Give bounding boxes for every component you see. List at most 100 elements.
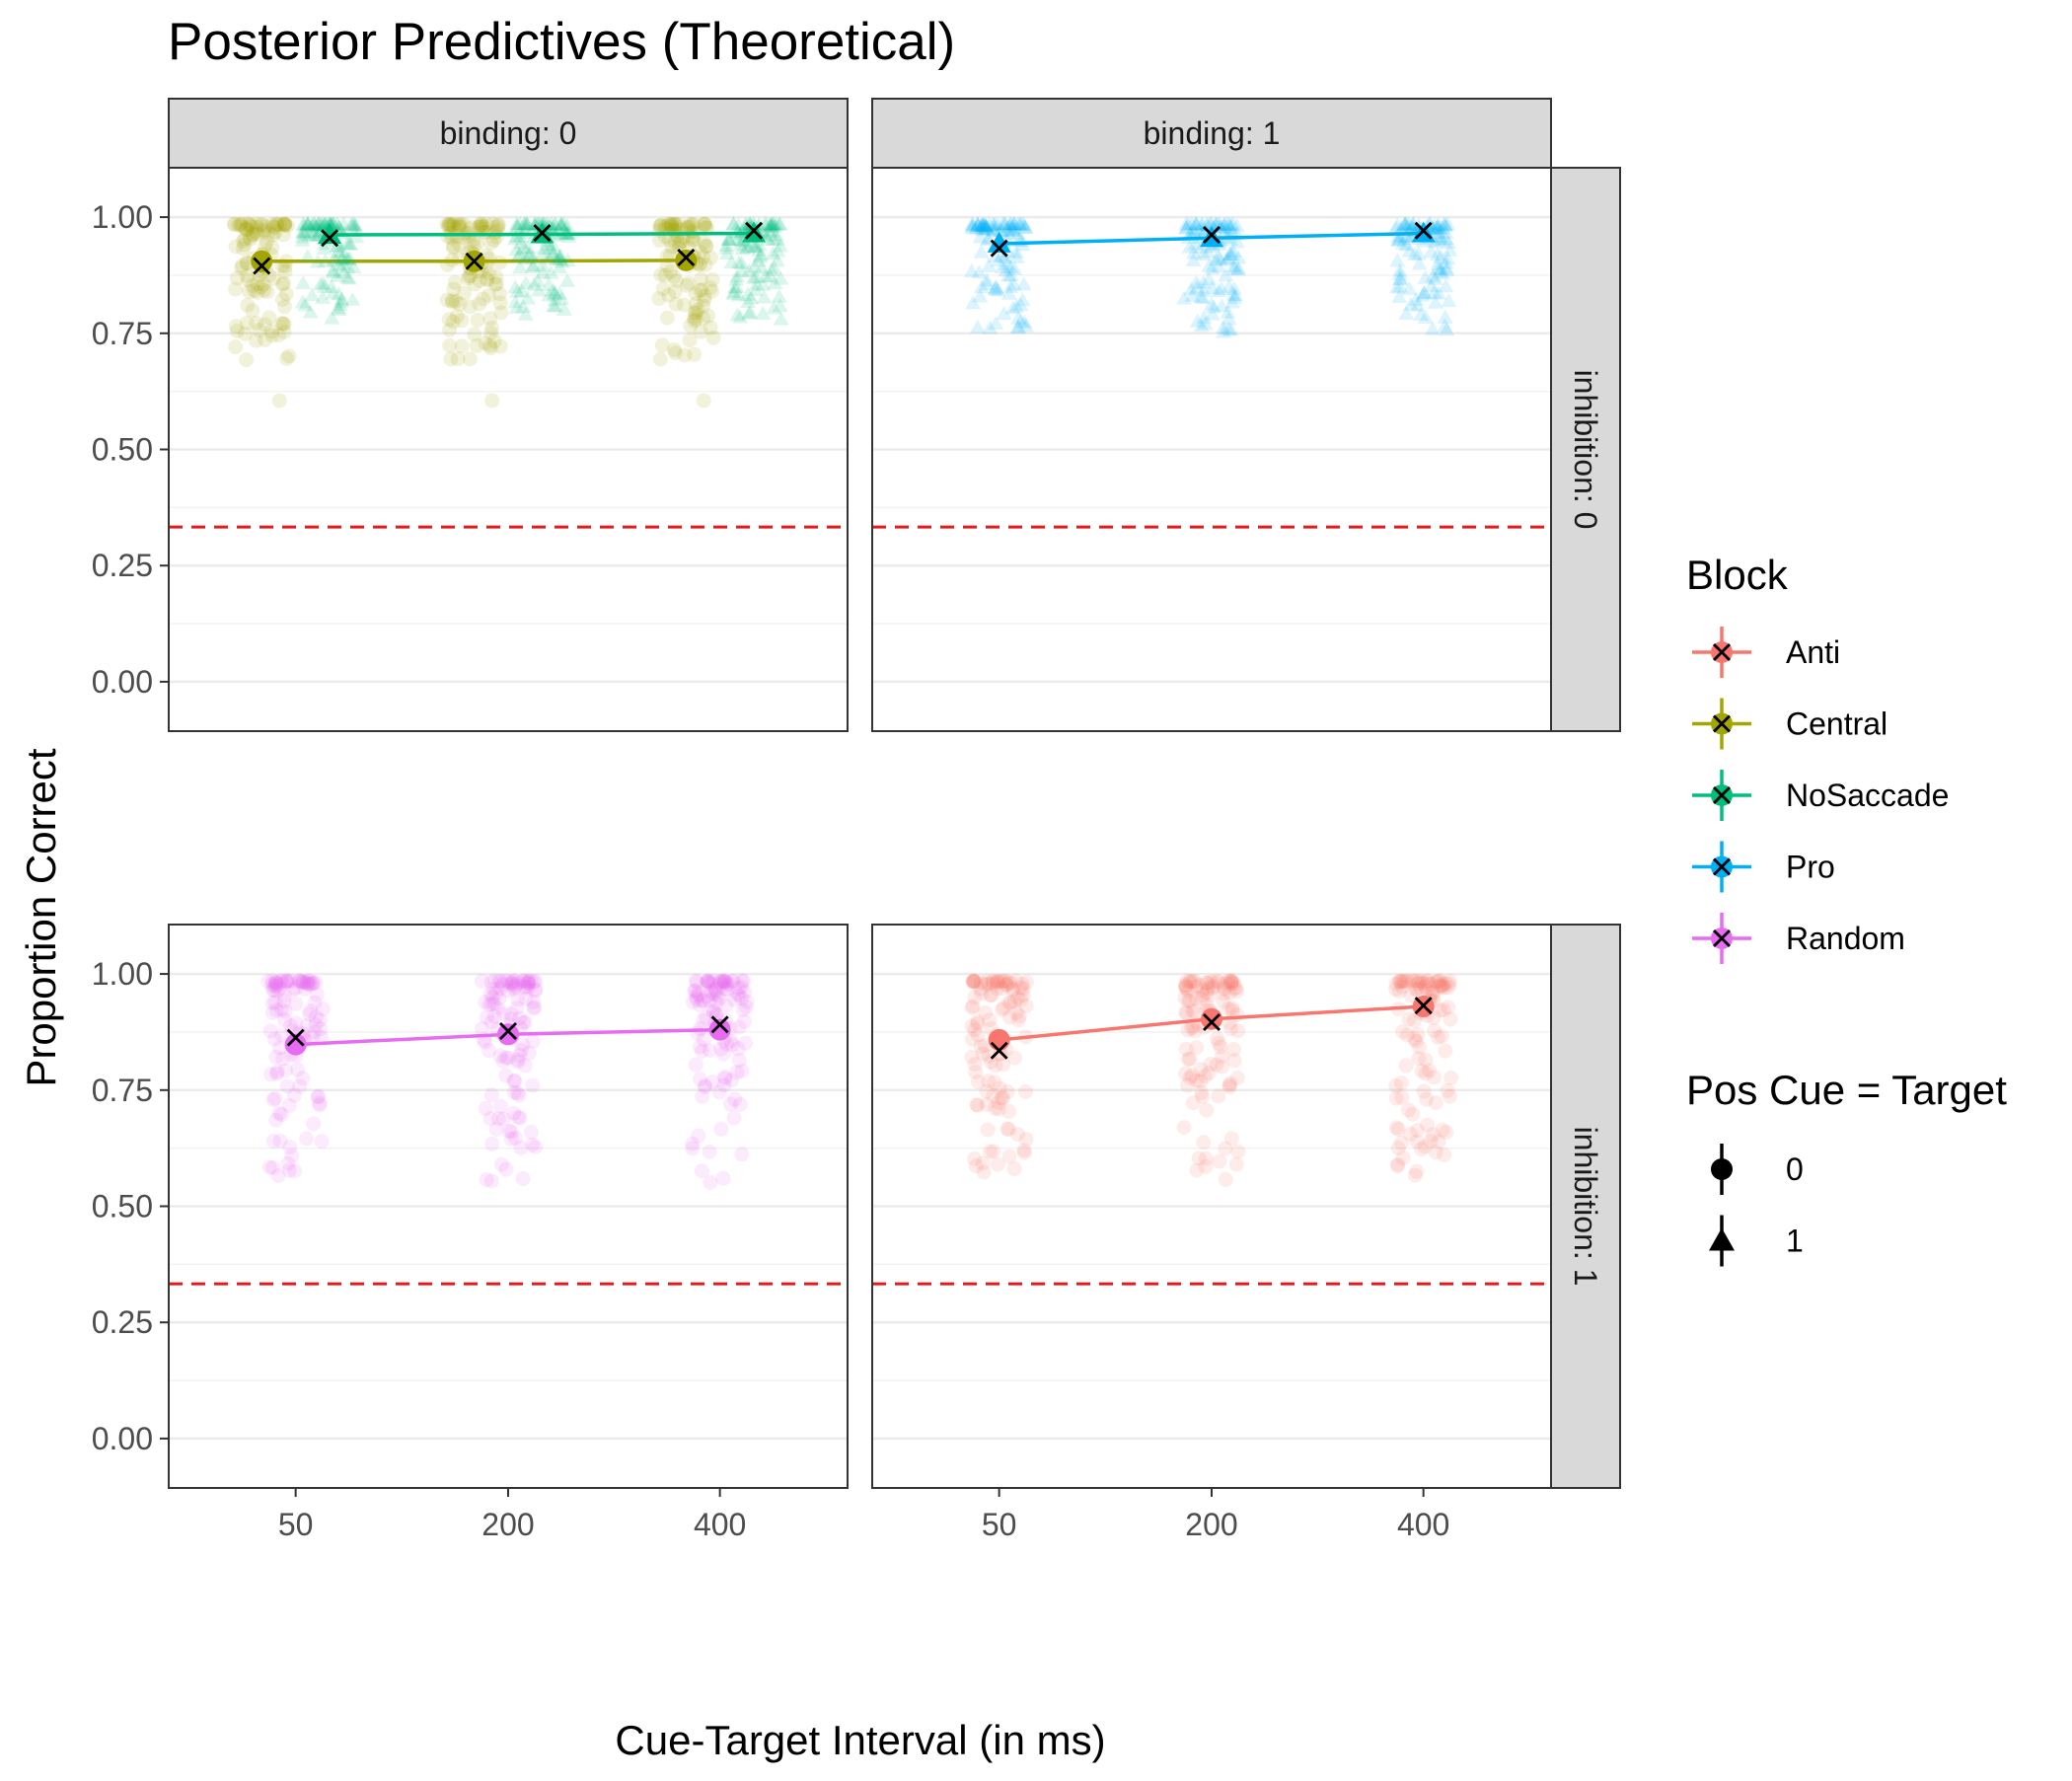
posterior-draw-point bbox=[991, 1094, 1006, 1110]
posterior-draw-point bbox=[506, 973, 522, 989]
posterior-draw-point bbox=[476, 291, 491, 307]
posterior-draw-point bbox=[680, 220, 696, 236]
posterior-draw-point bbox=[1001, 1149, 1017, 1164]
posterior-draw-point bbox=[1219, 252, 1235, 266]
posterior-draw-point bbox=[979, 1097, 995, 1113]
posterior-draw-point bbox=[1438, 218, 1454, 233]
posterior-draw-point bbox=[1439, 262, 1455, 277]
posterior-draw-point bbox=[689, 989, 704, 1004]
posterior-draw-point bbox=[973, 975, 989, 991]
posterior-draw-point bbox=[963, 262, 980, 277]
posterior-draw-point bbox=[1391, 973, 1407, 989]
posterior-draw-point bbox=[448, 294, 464, 310]
posterior-draw-point bbox=[703, 975, 718, 991]
posterior-draw-point bbox=[996, 1057, 1011, 1073]
observed-cross-stroke bbox=[465, 252, 483, 270]
posterior-draw-point bbox=[503, 1124, 519, 1140]
posterior-draw-point bbox=[475, 221, 490, 237]
posterior-draw-point bbox=[996, 973, 1011, 989]
posterior-draw-point bbox=[979, 272, 996, 287]
posterior-draw-point bbox=[1427, 270, 1443, 285]
posterior-draw-point bbox=[1189, 1162, 1205, 1178]
y-tick-label: 0.75 bbox=[92, 1073, 153, 1108]
posterior-draw-point bbox=[973, 217, 990, 232]
posterior-draw-point bbox=[685, 232, 701, 248]
posterior-draw-point bbox=[520, 981, 536, 997]
posterior-draw-point bbox=[1216, 219, 1232, 234]
observed-cross-stroke bbox=[1414, 997, 1433, 1015]
posterior-draw-point bbox=[1432, 1002, 1447, 1018]
posterior-draw-point bbox=[996, 306, 1012, 321]
posterior-draw-point bbox=[967, 989, 983, 1004]
posterior-draw-point bbox=[278, 1063, 294, 1078]
posterior-draw-point bbox=[1431, 225, 1447, 240]
posterior-draw-point bbox=[997, 249, 1013, 263]
posterior-draw-point bbox=[228, 319, 244, 334]
facet-strip-col bbox=[168, 98, 849, 169]
posterior-draw-point bbox=[766, 216, 782, 231]
posterior-draw-point bbox=[728, 278, 745, 293]
posterior-draw-point bbox=[1442, 242, 1458, 257]
posterior-draw-point bbox=[757, 268, 774, 283]
posterior-draw-point bbox=[270, 1167, 286, 1183]
posterior-draw-point bbox=[492, 338, 508, 354]
posterior-draw-point bbox=[691, 1128, 706, 1144]
posterior-draw-point bbox=[725, 973, 741, 989]
posterior-draw-point bbox=[1441, 293, 1457, 308]
posterior-draw-point bbox=[271, 393, 287, 408]
observed-cross-stroke bbox=[286, 1028, 305, 1047]
posterior-draw-point bbox=[518, 991, 534, 1006]
posterior-draw-point bbox=[1185, 1095, 1201, 1111]
posterior-draw-point bbox=[1414, 1063, 1430, 1078]
posterior-draw-point bbox=[439, 292, 455, 308]
posterior-draw-point bbox=[1224, 1002, 1240, 1018]
posterior-draw-point bbox=[1388, 279, 1405, 294]
posterior-draw-point bbox=[1193, 221, 1210, 236]
posterior-draw-point bbox=[986, 218, 1002, 233]
posterior-draw-point bbox=[762, 268, 778, 283]
posterior-draw-point bbox=[738, 999, 754, 1014]
posterior-draw-point bbox=[968, 1064, 984, 1079]
posterior-draw-point bbox=[1201, 258, 1218, 272]
observed-mean-cross bbox=[710, 1015, 729, 1034]
posterior-draw-point bbox=[693, 271, 708, 287]
posterior-draw-point bbox=[1218, 1171, 1233, 1187]
posterior-draw-point bbox=[333, 293, 350, 308]
posterior-draw-point bbox=[541, 241, 557, 256]
posterior-draw-point bbox=[724, 1073, 740, 1088]
posterior-draw-point bbox=[264, 240, 280, 256]
posterior-draw-point bbox=[701, 308, 716, 324]
posterior-draw-point bbox=[1428, 975, 1443, 991]
legend: Block Anti Central NoSaccade Pro Random Pos Cu… bbox=[1686, 552, 2007, 1267]
posterior-draw-point bbox=[297, 297, 314, 312]
posterior-draw-point bbox=[682, 218, 698, 234]
posterior-draw-point bbox=[249, 219, 264, 235]
legend-shape-label: 0 bbox=[1786, 1151, 1804, 1187]
posterior-draw-point bbox=[1434, 1028, 1449, 1044]
posterior-draw-point bbox=[1218, 267, 1234, 282]
posterior-draw-point bbox=[545, 298, 561, 313]
posterior-draw-point bbox=[505, 977, 521, 993]
posterior-draw-point bbox=[443, 216, 459, 232]
posterior-draw-point bbox=[464, 220, 480, 236]
posterior-draw-point bbox=[1429, 218, 1445, 233]
posterior-draw-point bbox=[1198, 216, 1215, 231]
posterior-draw-point bbox=[461, 268, 477, 284]
posterior-draw-point bbox=[692, 998, 707, 1013]
posterior-draw-point bbox=[1410, 1122, 1426, 1138]
facet-strip-row bbox=[1550, 924, 1621, 1489]
posterior-draw-point bbox=[266, 983, 282, 999]
posterior-draw-point bbox=[239, 352, 255, 368]
posterior-draw-point bbox=[993, 974, 1008, 990]
posterior-draw-point bbox=[497, 973, 513, 989]
posterior-draw-point bbox=[498, 1050, 514, 1066]
posterior-draw-point bbox=[699, 238, 714, 254]
posterior-draw-point bbox=[724, 973, 740, 989]
posterior-draw-point bbox=[687, 305, 703, 321]
posterior-draw-point bbox=[526, 276, 543, 291]
posterior-draw-point bbox=[1429, 219, 1445, 234]
posterior-draw-point bbox=[1013, 992, 1029, 1007]
observed-mean-cross bbox=[677, 249, 696, 267]
posterior-draw-point bbox=[1004, 222, 1021, 237]
posterior-draw-point bbox=[766, 300, 782, 315]
